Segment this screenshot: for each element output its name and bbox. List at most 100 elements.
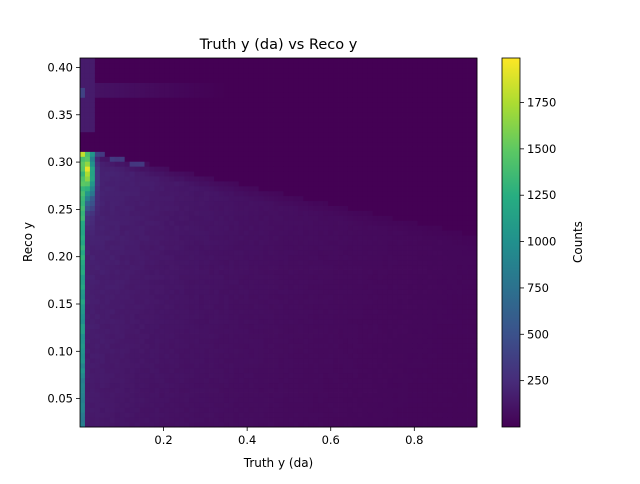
heatmap-cell [129,210,135,216]
heatmap-cell [204,397,210,403]
heatmap-cell [263,353,269,359]
heatmap-cell [144,210,150,216]
heatmap-cell [328,407,334,413]
heatmap-cell [228,185,235,192]
heatmap-cell [144,358,150,364]
heatmap-cell [213,377,220,384]
heatmap-cell [164,308,170,315]
heatmap-cell [179,304,185,310]
heatmap-cell [248,195,255,202]
heatmap-cell [94,151,101,157]
heatmap-cell [243,62,250,69]
heatmap-cell [149,294,155,300]
heatmap-cell [283,412,289,418]
heatmap-cell [333,392,339,398]
heatmap-cell [268,363,274,369]
heatmap-cell [283,77,289,83]
heatmap-cell [278,220,284,226]
heatmap-cell [218,181,225,187]
heatmap-cell [248,392,255,398]
heatmap-cell [407,338,413,344]
heatmap-cell [377,171,384,177]
heatmap-cell [248,274,255,280]
heatmap-cell [258,363,265,369]
heatmap-cell [228,274,235,280]
heatmap-cell [209,181,215,187]
heatmap-cell [397,387,403,393]
heatmap-cell [89,176,96,182]
heatmap-cell [134,87,140,93]
heatmap-cell [352,185,359,192]
heatmap-cell [387,294,394,300]
heatmap-cell [109,353,116,359]
heatmap-cell [139,146,145,152]
heatmap-cell [402,240,408,246]
heatmap-cell [164,269,170,275]
heatmap-cell [84,358,91,364]
heatmap-cell [323,284,329,290]
heatmap-cell [89,392,96,398]
heatmap-cell [318,264,324,270]
heatmap-cell [372,392,379,398]
heatmap-cell [318,313,324,320]
heatmap-cell [343,417,349,423]
heatmap-cell [318,72,324,79]
heatmap-cell [308,289,314,295]
heatmap-cell [144,181,150,187]
heatmap-cell [288,67,294,74]
heatmap-cell [99,417,106,423]
heatmap-cell [283,244,289,251]
heatmap-cell [283,318,289,325]
heatmap-cell [199,294,205,300]
heatmap-cell [89,200,96,206]
heatmap-cell [194,131,200,138]
heatmap-cell [298,422,304,428]
heatmap-cell [323,72,329,79]
heatmap-cell [248,269,255,275]
heatmap-cell [164,126,170,133]
heatmap-cell [323,92,329,98]
heatmap-cell [283,230,289,236]
heatmap-cell [99,72,106,79]
heatmap-cell [218,407,225,413]
heatmap-cell [104,58,111,64]
heatmap-cell [372,210,379,216]
heatmap-cell [372,58,379,64]
heatmap-cell [313,171,319,177]
heatmap-cell [367,121,374,128]
heatmap-cell [169,126,175,133]
heatmap-cell [313,215,319,221]
heatmap-cell [263,117,269,123]
heatmap-cell [382,200,389,206]
heatmap-cell [114,284,121,290]
heatmap-cell [114,397,121,403]
heatmap-cell [99,259,106,266]
heatmap-cell [213,205,220,211]
heatmap-cell [228,289,235,295]
heatmap-cell [288,185,294,192]
heatmap-cell [213,294,220,300]
heatmap-cell [94,407,101,413]
heatmap-cell [129,225,135,231]
heatmap-cell [223,348,230,354]
heatmap-cell [293,141,299,147]
heatmap-cell [129,392,135,398]
heatmap-cell [382,244,389,251]
heatmap-cell [357,117,364,123]
heatmap-cell [144,308,150,315]
heatmap-cell [397,279,403,285]
heatmap-cell [323,181,329,187]
heatmap-cell [352,422,359,428]
heatmap-cell [144,367,150,374]
heatmap-cell [134,58,140,64]
heatmap-cell [407,402,413,408]
heatmap-cell [382,333,389,339]
heatmap-cell [89,323,96,329]
heatmap-cell [99,210,106,216]
heatmap-cell [387,225,394,231]
heatmap-cell [313,58,319,64]
heatmap-cell [382,107,389,113]
heatmap-cell [352,62,359,69]
heatmap-cell [362,131,369,138]
heatmap-cell [313,328,319,334]
